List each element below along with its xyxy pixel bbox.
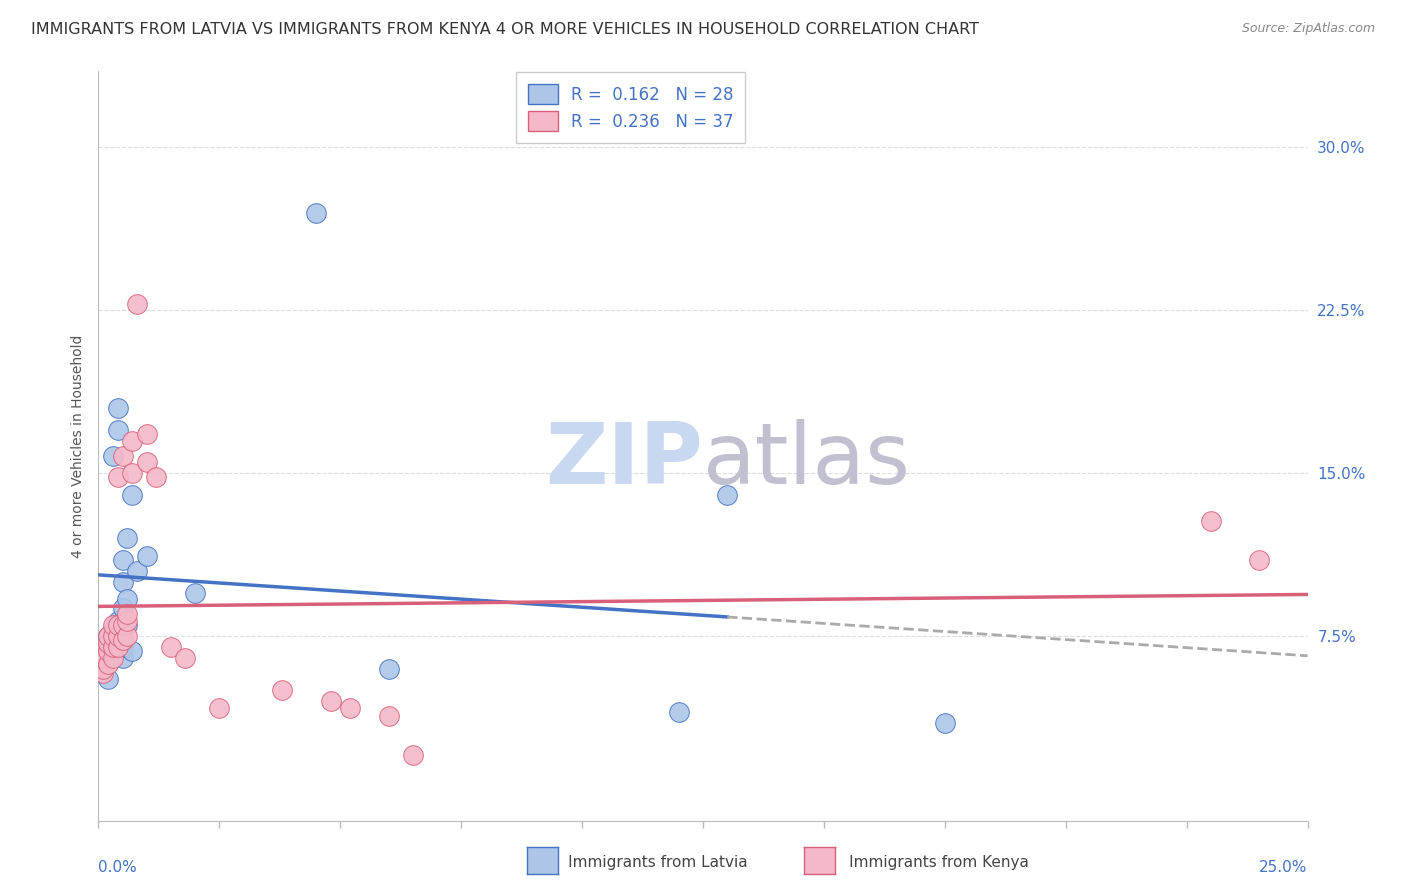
Point — [117, 629, 139, 643]
Point — [107, 470, 129, 484]
Point — [101, 449, 124, 463]
Point — [121, 488, 143, 502]
Point — [111, 449, 134, 463]
Point — [377, 709, 399, 723]
Point — [97, 644, 120, 658]
Point — [97, 657, 120, 672]
Point — [305, 205, 328, 219]
Point — [121, 644, 143, 658]
Text: Immigrants from Latvia: Immigrants from Latvia — [534, 855, 748, 870]
Point — [1249, 553, 1271, 567]
Point — [117, 607, 139, 622]
Point — [111, 600, 134, 615]
Point — [101, 629, 124, 643]
Legend: R =  0.162   N = 28, R =  0.236   N = 37: R = 0.162 N = 28, R = 0.236 N = 37 — [516, 72, 745, 143]
Point — [107, 618, 129, 632]
Text: Immigrants from Kenya: Immigrants from Kenya — [815, 855, 1029, 870]
Point — [111, 618, 134, 632]
Point — [107, 423, 129, 437]
Text: IMMIGRANTS FROM LATVIA VS IMMIGRANTS FROM KENYA 4 OR MORE VEHICLES IN HOUSEHOLD : IMMIGRANTS FROM LATVIA VS IMMIGRANTS FRO… — [31, 22, 979, 37]
Point — [716, 488, 738, 502]
Text: Source: ZipAtlas.com: Source: ZipAtlas.com — [1241, 22, 1375, 36]
Point — [111, 574, 134, 589]
Point — [107, 640, 129, 654]
Point — [934, 715, 956, 730]
Point — [107, 635, 129, 649]
Point — [184, 585, 207, 599]
Point — [135, 455, 157, 469]
Point — [1199, 514, 1222, 528]
Point — [135, 427, 157, 442]
Point — [145, 470, 167, 484]
Point — [160, 640, 183, 654]
Point — [101, 640, 124, 654]
Point — [135, 549, 157, 563]
Point — [107, 401, 129, 415]
Point — [271, 683, 294, 698]
Text: atlas: atlas — [703, 419, 911, 502]
Point — [91, 665, 114, 680]
Text: ZIP: ZIP — [546, 419, 703, 502]
Point — [107, 629, 129, 643]
Point — [319, 694, 342, 708]
Point — [91, 650, 114, 665]
Point — [117, 618, 139, 632]
Point — [97, 635, 120, 649]
Point — [111, 553, 134, 567]
Point — [174, 650, 197, 665]
Y-axis label: 4 or more Vehicles in Household: 4 or more Vehicles in Household — [72, 334, 86, 558]
Point — [101, 644, 124, 658]
Point — [97, 629, 120, 643]
Point — [127, 297, 149, 311]
Point — [117, 614, 139, 628]
Point — [101, 623, 124, 637]
Point — [107, 614, 129, 628]
Point — [208, 700, 231, 714]
Point — [127, 564, 149, 578]
Point — [111, 640, 134, 654]
Point — [377, 662, 399, 676]
Point — [97, 673, 120, 687]
Point — [101, 650, 124, 665]
Point — [117, 531, 139, 545]
Point — [121, 466, 143, 480]
Point — [668, 705, 690, 719]
Point — [97, 629, 120, 643]
Point — [121, 434, 143, 448]
Text: 25.0%: 25.0% — [1260, 860, 1308, 874]
Point — [101, 618, 124, 632]
Point — [402, 748, 425, 763]
Point — [91, 655, 114, 669]
Text: 0.0%: 0.0% — [98, 860, 138, 874]
Point — [111, 633, 134, 648]
Point — [339, 700, 361, 714]
Point — [111, 650, 134, 665]
Point — [117, 592, 139, 607]
Point — [91, 662, 114, 676]
